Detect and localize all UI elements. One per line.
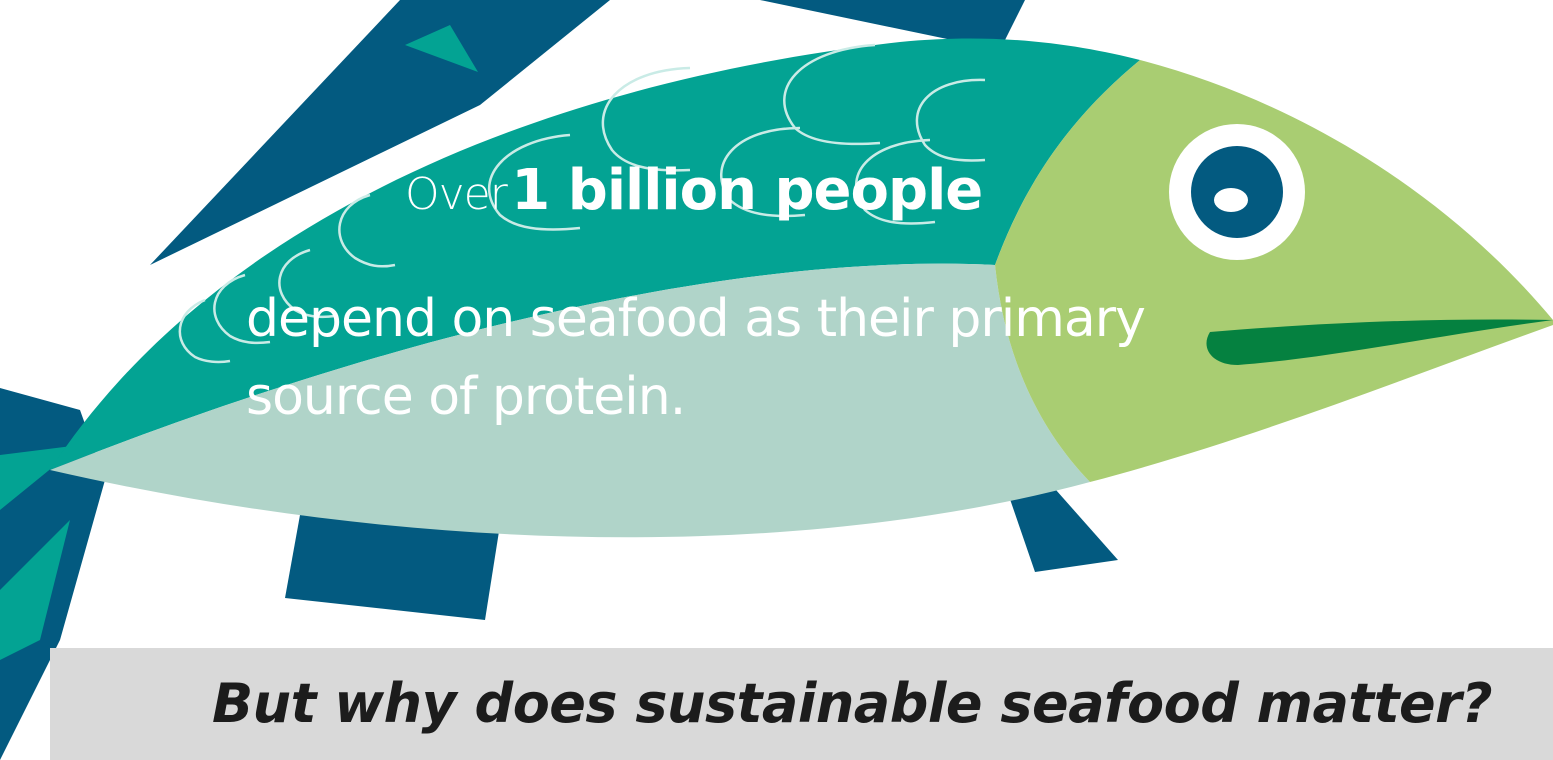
dorsal-fin-right [760,0,1025,50]
stat-prefix: Over [405,169,508,220]
fish-eye-highlight [1214,188,1248,212]
fish-scales [178,43,986,364]
stat-headline: Over 1 billion people [405,158,983,223]
dorsal-fin-accent [405,25,478,72]
tail-fin-stripe-2 [0,520,70,660]
stat-highlight: 1 billion people [511,158,983,223]
question-banner: But why does sustainable seafood matter? [50,648,1553,760]
fish-body-belly [50,263,1090,538]
dorsal-fin-left [150,0,610,265]
fish-body-upper [50,38,1140,471]
stat-description: depend on seafood as their primary sourc… [246,289,1146,427]
banner-question: But why does sustainable seafood matter? [212,672,1493,735]
fish-mouth [1206,319,1553,365]
pelvic-fin [285,515,500,620]
fish-head [995,60,1553,482]
